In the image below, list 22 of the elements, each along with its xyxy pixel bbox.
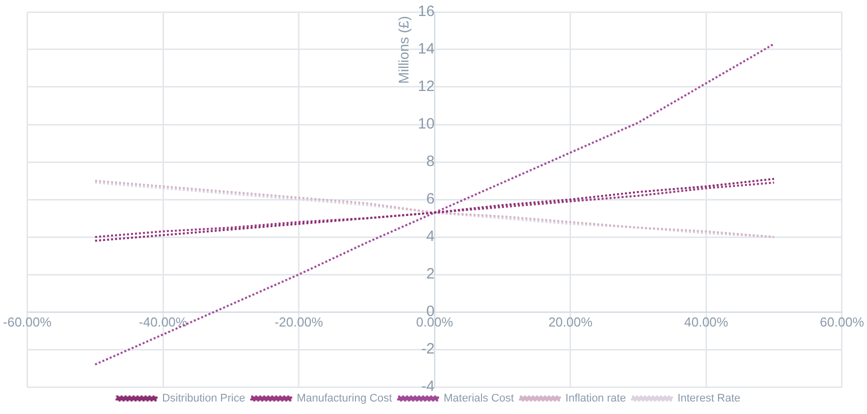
legend-label: Materials Cost xyxy=(444,392,514,405)
y-tick-label: -4 xyxy=(421,378,435,396)
y-tick-label: 4 xyxy=(426,228,435,246)
x-tick-label: 60.00% xyxy=(820,314,864,330)
legend-label: Dsitribution Price xyxy=(162,392,246,405)
legend-label: Interest Rate xyxy=(677,392,740,405)
x-tick-label: -60.00% xyxy=(3,314,52,330)
y-axis-title: Millions (£) xyxy=(395,16,412,84)
x-tick-label: 20.00% xyxy=(548,314,593,330)
y-tick-label: 6 xyxy=(426,190,435,208)
legend-label: Inflation rate xyxy=(565,392,626,405)
y-tick-label: 12 xyxy=(418,78,435,96)
x-tick-label: -20.00% xyxy=(274,314,324,330)
legend-label: Manufacturing Cost xyxy=(296,392,392,405)
x-tick-label: -40.00% xyxy=(138,314,188,330)
y-tick-label: 10 xyxy=(418,116,435,133)
y-tick-label: 14 xyxy=(418,40,435,58)
y-tick-label: 16 xyxy=(418,3,435,20)
y-tick-label: 8 xyxy=(426,153,435,170)
y-tick-label: 2 xyxy=(426,266,435,283)
x-tick-label: 40.00% xyxy=(684,314,729,330)
y-tick-label: -2 xyxy=(421,340,435,358)
